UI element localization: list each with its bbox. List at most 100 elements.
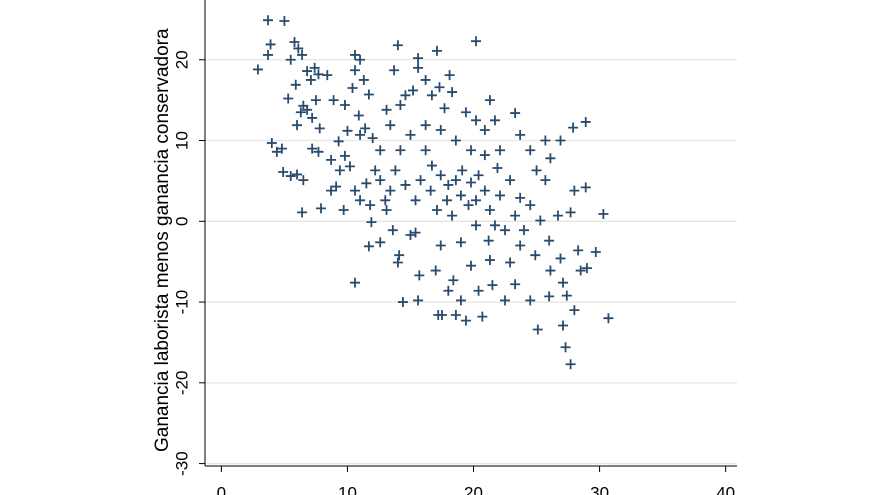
- point: [397, 297, 408, 308]
- x-tick-label: 20: [464, 483, 483, 495]
- x-tick-label: 10: [338, 483, 357, 495]
- point: [434, 82, 445, 93]
- point: [263, 49, 274, 60]
- point: [447, 87, 458, 98]
- point: [598, 209, 609, 220]
- point: [448, 275, 459, 286]
- point: [408, 85, 419, 96]
- y-tick-label: -20: [172, 371, 191, 396]
- point: [510, 279, 521, 290]
- point: [439, 103, 450, 114]
- point: [477, 311, 488, 322]
- point: [471, 195, 482, 206]
- point: [334, 165, 345, 176]
- point: [363, 89, 374, 100]
- point: [431, 204, 442, 215]
- point: [444, 70, 455, 81]
- point: [309, 62, 320, 73]
- point: [466, 260, 476, 271]
- point: [450, 175, 461, 186]
- point: [415, 175, 426, 186]
- point: [561, 290, 572, 301]
- point: [568, 122, 579, 133]
- point: [365, 200, 376, 211]
- point: [484, 95, 495, 106]
- point: [544, 291, 555, 302]
- x-tick-label: 0: [217, 483, 226, 495]
- point: [515, 129, 526, 140]
- point: [460, 107, 471, 118]
- point: [285, 171, 296, 182]
- point: [558, 320, 569, 331]
- point: [395, 99, 406, 110]
- point: [425, 185, 436, 196]
- point: [466, 145, 476, 156]
- point: [518, 225, 529, 236]
- point: [361, 178, 372, 189]
- point: [313, 69, 324, 80]
- point: [405, 230, 416, 241]
- x-tick-label: 30: [590, 483, 609, 495]
- point: [540, 135, 551, 146]
- point: [558, 277, 569, 288]
- point: [375, 237, 386, 248]
- point: [395, 145, 406, 156]
- point: [313, 146, 324, 157]
- point: [540, 175, 551, 186]
- point: [392, 40, 403, 51]
- point: [515, 192, 526, 203]
- point: [285, 54, 296, 65]
- point: [580, 182, 591, 193]
- point: [487, 280, 498, 291]
- point: [471, 220, 482, 231]
- point: [350, 65, 361, 76]
- point: [545, 153, 556, 164]
- point: [252, 64, 263, 75]
- point: [455, 295, 466, 306]
- point: [360, 123, 371, 134]
- point: [314, 123, 325, 134]
- point: [447, 210, 458, 221]
- point: [414, 270, 425, 281]
- point: [410, 227, 421, 238]
- point: [292, 120, 303, 131]
- point: [525, 295, 536, 306]
- point: [545, 265, 556, 276]
- point: [350, 49, 361, 60]
- point: [569, 185, 580, 196]
- point: [266, 137, 277, 148]
- point: [413, 53, 424, 64]
- point: [473, 285, 484, 296]
- y-tick-label: -30: [172, 451, 191, 476]
- point: [426, 90, 437, 101]
- point: [450, 135, 461, 146]
- point: [375, 175, 386, 186]
- point: [489, 115, 500, 126]
- point: [479, 150, 490, 161]
- point: [333, 136, 344, 147]
- point: [435, 240, 446, 251]
- point: [326, 154, 337, 165]
- point: [544, 235, 555, 246]
- point: [515, 240, 526, 251]
- point: [484, 204, 495, 215]
- point: [437, 309, 448, 320]
- y-axis-label: Ganancia laborista menos ganancia conser…: [152, 28, 173, 452]
- point: [355, 195, 366, 206]
- point: [366, 217, 377, 228]
- point: [315, 203, 326, 214]
- point: [265, 39, 276, 50]
- point: [430, 265, 441, 276]
- point: [307, 143, 318, 154]
- point: [310, 95, 321, 106]
- point: [271, 146, 282, 157]
- point: [442, 195, 453, 206]
- point: [347, 83, 358, 94]
- point: [420, 145, 431, 156]
- point: [350, 277, 361, 288]
- point: [338, 204, 349, 215]
- point: [510, 210, 521, 221]
- point: [494, 145, 505, 156]
- point: [420, 120, 431, 131]
